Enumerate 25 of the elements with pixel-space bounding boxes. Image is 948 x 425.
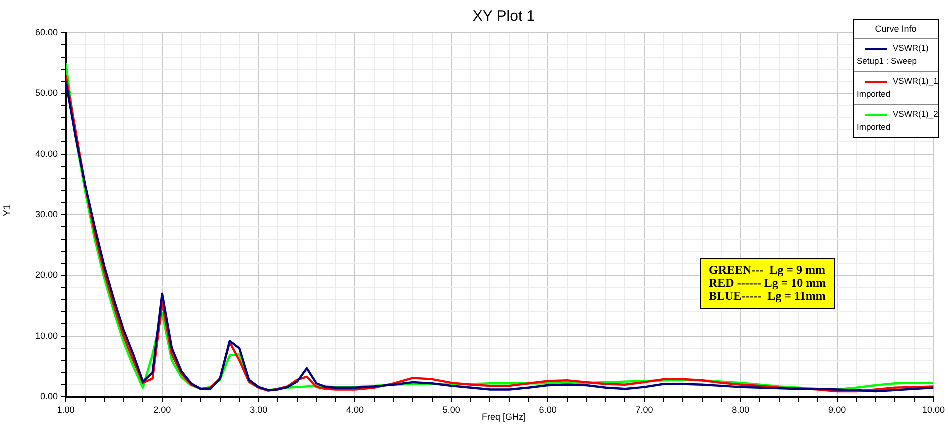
x-tick-label: 4.00 [346, 404, 364, 415]
annotation: GREEN--- Lg = 9 mm RED ------ Lg = 10 mm BLUE----- Lg = 11mm [700, 258, 836, 309]
y-tick-label: 50.00 [35, 88, 58, 98]
y-tick-label: 30.00 [35, 209, 58, 220]
x-tick-label: 10.00 [922, 404, 946, 415]
legend-label: VSWR(1)_2 Imported [857, 108, 938, 134]
x-tick-label: 6.00 [539, 404, 557, 415]
y-tick-label: 40.00 [35, 148, 58, 159]
y-tick-label: 0.00 [40, 391, 58, 402]
x-tick-label: 8.00 [732, 404, 750, 415]
x-tick-label: 7.00 [636, 404, 654, 415]
chart-title: XY Plot 1 [472, 8, 536, 25]
x-tick-label: 9.00 [828, 404, 846, 415]
x-tick-label: 2.00 [154, 404, 172, 415]
y-axis-title: Y1 [2, 204, 14, 217]
legend-label: VSWR(1) Setup1 : Sweep [857, 42, 930, 68]
x-tick-label: 1.00 [57, 404, 75, 415]
legend-label: VSWR(1)_1 Imported [857, 75, 938, 101]
x-tick-label: 3.00 [250, 404, 268, 415]
legend-title: Curve Info [854, 20, 938, 39]
x-tick-label: 5.00 [442, 404, 460, 415]
x-axis-title: Freq [GHz] [482, 412, 526, 422]
y-tick-label: 10.00 [35, 330, 58, 341]
y-tick-label: 60.00 [35, 27, 58, 38]
y-tick-label: 20.00 [35, 270, 58, 280]
